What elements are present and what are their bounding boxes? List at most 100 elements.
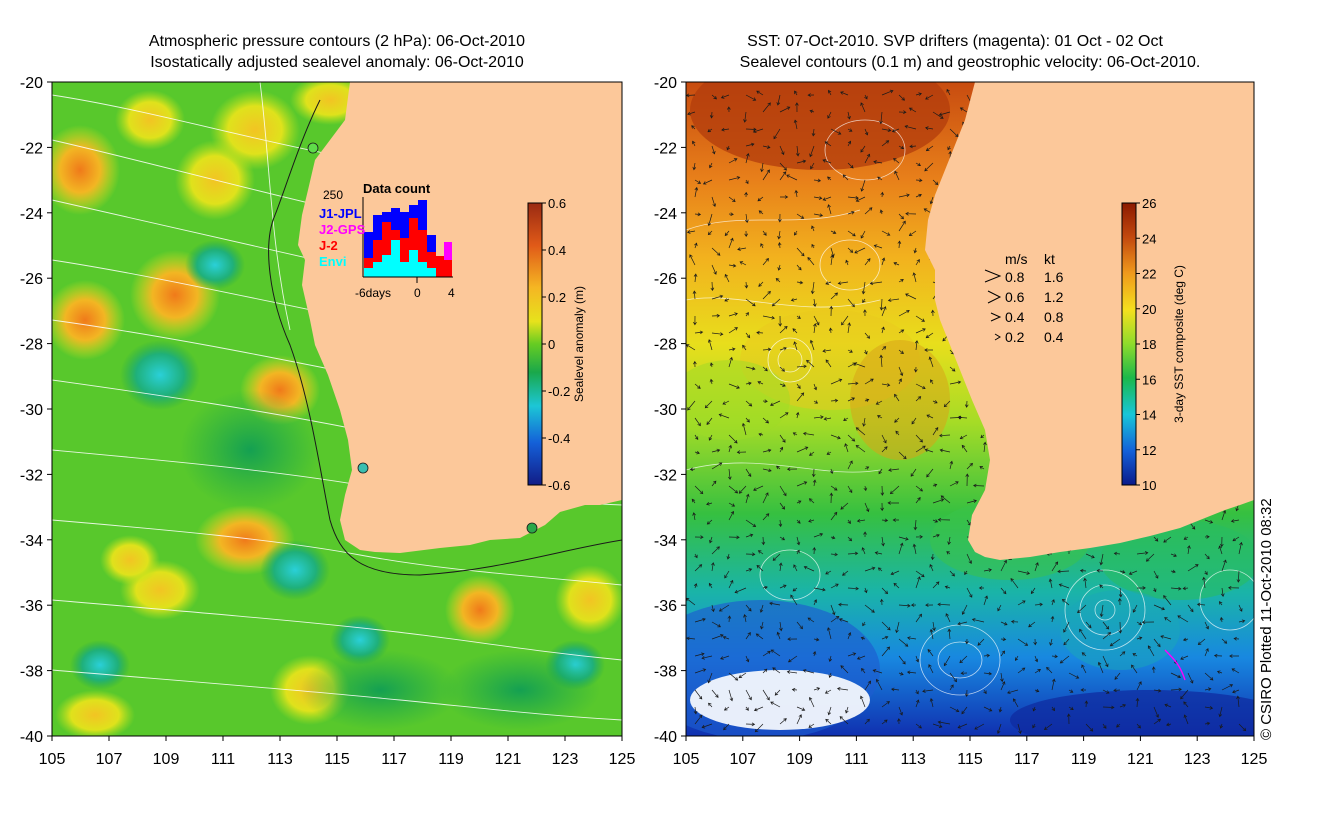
velocity-arrow bbox=[1221, 509, 1227, 521]
velocity-arrow bbox=[877, 567, 883, 572]
velocity-arrow bbox=[859, 695, 866, 708]
velocity-arrow bbox=[939, 448, 951, 453]
velocity-arrow bbox=[742, 344, 747, 351]
velocity-arrow bbox=[689, 467, 696, 472]
velocity-arrow bbox=[775, 278, 781, 283]
velocity-arrow bbox=[961, 604, 968, 615]
velocity-arrow bbox=[915, 570, 925, 578]
velocity-arrow bbox=[1136, 621, 1143, 626]
velocity-arrow bbox=[796, 549, 800, 555]
velocity-arrow bbox=[1030, 587, 1036, 595]
velocity-arrow bbox=[723, 706, 730, 711]
velocity-arrow bbox=[791, 687, 798, 692]
velocity-arrow bbox=[794, 189, 799, 198]
velocity-arrow bbox=[709, 378, 714, 385]
velocity-arrow bbox=[722, 400, 730, 405]
left-lon-label: 107 bbox=[96, 751, 123, 768]
velocity-arrow bbox=[854, 247, 866, 254]
velocity-arrow bbox=[745, 552, 756, 557]
velocity-arrow bbox=[847, 586, 859, 591]
velocity-arrow bbox=[945, 613, 951, 623]
velocity-arrow bbox=[894, 417, 900, 423]
velocity-arrow bbox=[1183, 714, 1189, 725]
velocity-arrow bbox=[728, 510, 735, 521]
velocity-arrow bbox=[1232, 689, 1240, 694]
velocity-arrow bbox=[875, 678, 883, 691]
velocity-arrow bbox=[943, 400, 951, 408]
velocity-arrow bbox=[1182, 586, 1189, 591]
velocity-arrow bbox=[708, 582, 713, 589]
velocity-arrow bbox=[1102, 621, 1110, 630]
velocity-arrow bbox=[796, 621, 803, 630]
velocity-arrow bbox=[946, 551, 951, 555]
velocity-arrow bbox=[687, 111, 696, 116]
velocity-arrow bbox=[862, 621, 866, 627]
velocity-arrow bbox=[1187, 604, 1194, 613]
velocity-arrow bbox=[1238, 619, 1246, 624]
right-lat-label: -40 bbox=[654, 729, 677, 746]
sla-colorbar-label: Sealevel anomaly (m) bbox=[572, 286, 586, 402]
velocity-arrow bbox=[738, 672, 747, 679]
velocity-arrow bbox=[898, 536, 909, 541]
velocity-arrow bbox=[1096, 568, 1104, 573]
velocity-arrow bbox=[709, 162, 713, 169]
velocity-arrow bbox=[711, 196, 717, 208]
velocity-arrow bbox=[1068, 672, 1080, 679]
velocity-arrow bbox=[728, 444, 733, 453]
velocity-arrow bbox=[898, 366, 904, 377]
velocity-arrow bbox=[915, 445, 926, 453]
velocity-arrow bbox=[711, 462, 723, 470]
velocity-legend-header-ms: m/s bbox=[1005, 251, 1028, 267]
velocity-arrow bbox=[796, 446, 809, 453]
velocity-arrow bbox=[957, 621, 968, 626]
velocity-arrow bbox=[860, 145, 866, 153]
velocity-arrow bbox=[838, 602, 849, 607]
velocity-arrow bbox=[966, 587, 973, 598]
velocity-arrow bbox=[779, 383, 786, 387]
velocity-arrow bbox=[761, 536, 766, 546]
velocity-arrow bbox=[810, 281, 815, 295]
velocity-arrow bbox=[1141, 620, 1155, 625]
velocity-legend: m/s kt 0.8 1.6 0.6 1.2 0.4 0.8 0.2 0.4 bbox=[984, 251, 1064, 345]
velocity-arrow bbox=[813, 178, 822, 183]
velocity-arrow bbox=[728, 468, 732, 480]
velocity-arrow bbox=[694, 450, 700, 455]
velocity-arrow bbox=[1236, 570, 1241, 583]
right-lon-label: 111 bbox=[844, 751, 868, 768]
velocity-arrow bbox=[830, 230, 837, 234]
velocity-arrow bbox=[708, 702, 713, 708]
velocity-arrow bbox=[947, 628, 952, 640]
velocity-arrow bbox=[692, 162, 697, 171]
velocity-arrow bbox=[707, 672, 713, 684]
velocity-arrow bbox=[1051, 706, 1056, 712]
velocity-arrow bbox=[1085, 621, 1092, 629]
left-lon-label: 111 bbox=[211, 751, 235, 768]
velocity-arrow bbox=[711, 546, 720, 555]
data-count-xlabel-mid: 0 bbox=[414, 286, 421, 300]
velocity-arrow bbox=[1232, 536, 1240, 542]
velocity-arrow bbox=[808, 723, 815, 728]
velocity-arrow bbox=[692, 290, 697, 300]
velocity-arrow bbox=[964, 689, 969, 697]
velocity-arrow bbox=[1046, 666, 1053, 674]
velocity-arrow bbox=[728, 689, 734, 702]
velocity-arrow bbox=[1000, 559, 1007, 572]
right-lon-label: 107 bbox=[729, 751, 756, 768]
velocity-arrow bbox=[924, 162, 934, 172]
velocity-arrow bbox=[842, 570, 849, 576]
left-lon-label: 119 bbox=[438, 751, 464, 768]
velocity-arrow bbox=[779, 145, 785, 156]
velocity-arrow bbox=[998, 706, 1003, 713]
velocity-arrow bbox=[856, 519, 866, 523]
velocity-arrow bbox=[869, 281, 883, 286]
left-lat-label: -24 bbox=[20, 206, 43, 223]
velocity-arrow bbox=[780, 195, 789, 199]
velocity-arrow bbox=[830, 616, 840, 623]
velocity-arrow bbox=[881, 326, 885, 334]
velocity-arrow bbox=[847, 349, 853, 353]
velocity-arrow bbox=[762, 417, 770, 424]
velocity-arrow bbox=[829, 468, 834, 475]
velocity-arrow bbox=[1204, 672, 1214, 681]
velocity-arrow bbox=[1204, 721, 1211, 726]
right-lon-label: 113 bbox=[900, 751, 926, 768]
